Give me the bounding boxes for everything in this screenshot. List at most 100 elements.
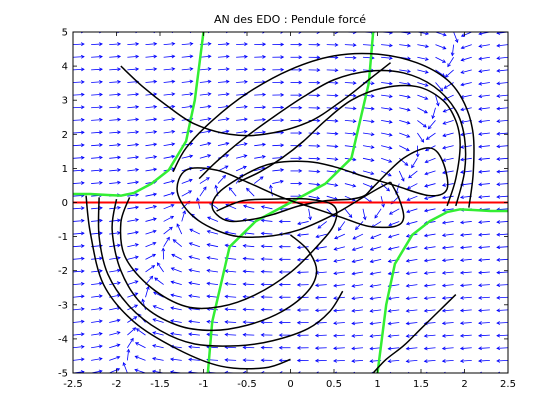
quiver-arrow (181, 92, 194, 96)
quiver-arrow (122, 361, 128, 373)
quiver-arrow (290, 156, 303, 161)
quiver-arrow (242, 345, 255, 350)
quiver-arrow (326, 183, 339, 187)
quiver-arrow (296, 358, 309, 363)
quiver-arrow (181, 154, 194, 159)
quiver-arrow (109, 142, 122, 147)
quiver-arrow (278, 219, 291, 224)
quiver-arrow (176, 223, 183, 235)
quiver-arrow (145, 265, 156, 273)
quiver-arrow (442, 94, 454, 101)
quiver-arrow (399, 43, 411, 48)
quiver-arrow (460, 56, 472, 62)
quiver-arrow (152, 305, 164, 311)
quiver-arrow (73, 42, 85, 47)
quiver-arrow (126, 348, 131, 361)
quiver-arrow (459, 283, 472, 288)
quiver-arrow (435, 82, 444, 92)
quiver-arrow (496, 43, 508, 48)
quiver-arrow (260, 333, 273, 337)
quiver-arrow (145, 92, 158, 97)
quiver-arrow (272, 143, 285, 148)
quiver-arrow (134, 342, 146, 349)
quiver-arrow (188, 294, 200, 298)
quiver-arrow (417, 120, 427, 128)
quiver-arrow (163, 215, 175, 222)
quiver-arrow (254, 142, 266, 147)
quiver-arrow (442, 170, 454, 175)
quiver-arrow (362, 145, 375, 149)
quiver-arrow (497, 371, 508, 373)
quiver-arrow (387, 246, 400, 251)
quiver-arrow (351, 321, 364, 326)
quiver-arrow (91, 331, 103, 336)
quiver-arrow (109, 42, 122, 46)
quiver-arrow (308, 68, 321, 72)
quiver-arrow (308, 55, 321, 60)
quiver-arrow (145, 155, 158, 159)
nullcline-cubic-branch (376, 208, 508, 373)
quiver-arrow (127, 42, 140, 46)
quiver-arrow (254, 176, 264, 184)
quiver-arrow (73, 32, 84, 34)
quiver-arrow (460, 82, 472, 87)
quiver-arrow (188, 345, 200, 349)
quiver-arrow (290, 42, 303, 47)
x-tick-label: -2 (112, 379, 122, 390)
quiver-arrow (333, 246, 345, 251)
quiver-arrow (441, 346, 454, 351)
quiver-arrow (496, 106, 508, 111)
quiver-arrow (109, 256, 121, 260)
quiver-arrow (387, 346, 400, 351)
x-axis: -2.5 -2 -1.5 -1 -0.5 0 0.5 1 1.5 2 2.5 (63, 32, 516, 390)
quiver-arrow (199, 54, 212, 59)
quiver-arrow (135, 328, 146, 336)
quiver-arrow (260, 307, 273, 312)
quiver-arrow (478, 81, 490, 86)
quiver-arrow (496, 295, 508, 300)
quiver-arrow (127, 92, 140, 97)
quiver-arrow (435, 95, 440, 107)
quiver-arrow (91, 294, 103, 299)
quiver-arrow (333, 358, 345, 363)
quiver-arrow (152, 344, 164, 349)
quiver-arrow (333, 346, 345, 351)
quiver-arrow (344, 183, 357, 188)
quiver-arrow (127, 67, 140, 72)
quiver-arrow (73, 281, 85, 286)
quiver-arrow (73, 256, 85, 261)
quiver-arrow (417, 56, 429, 61)
quiver-arrow (496, 194, 508, 199)
quiver-arrow (478, 69, 490, 74)
quiver-arrow (405, 296, 418, 301)
quiver-arrow (278, 270, 291, 274)
nullcline-cubic-branch (73, 32, 205, 197)
quiver-arrow (387, 233, 400, 239)
quiver-arrow (260, 320, 273, 325)
y-axis: -5 -4 -3 -2 -1 0 1 2 3 4 5 (58, 28, 508, 380)
quiver-arrow (217, 42, 230, 46)
quiver-arrow (91, 67, 103, 72)
quiver-arrow (109, 168, 122, 172)
quiver-arrow (478, 195, 490, 199)
quiver-arrow (399, 132, 411, 138)
quiver-arrow (308, 208, 312, 221)
quiver-arrow (217, 67, 230, 72)
quiver-arrow (145, 104, 158, 109)
quiver-arrow (199, 117, 212, 121)
quiver-arrow (73, 344, 85, 349)
quiver-arrow (127, 117, 140, 122)
quiver-arrow (478, 283, 490, 288)
quiver-arrow (109, 54, 122, 59)
quiver-arrow (326, 157, 339, 162)
quiver-arrow (156, 262, 164, 273)
quiver-arrow (351, 333, 364, 338)
quiver-arrow (145, 54, 158, 59)
quiver-arrow (296, 233, 309, 237)
quiver-arrow (423, 258, 436, 263)
quiver-arrow (109, 331, 121, 336)
quiver-arrow (127, 292, 139, 298)
quiver-arrow (290, 80, 303, 85)
quiver-arrow (145, 229, 157, 235)
quiver-arrow (326, 68, 339, 73)
